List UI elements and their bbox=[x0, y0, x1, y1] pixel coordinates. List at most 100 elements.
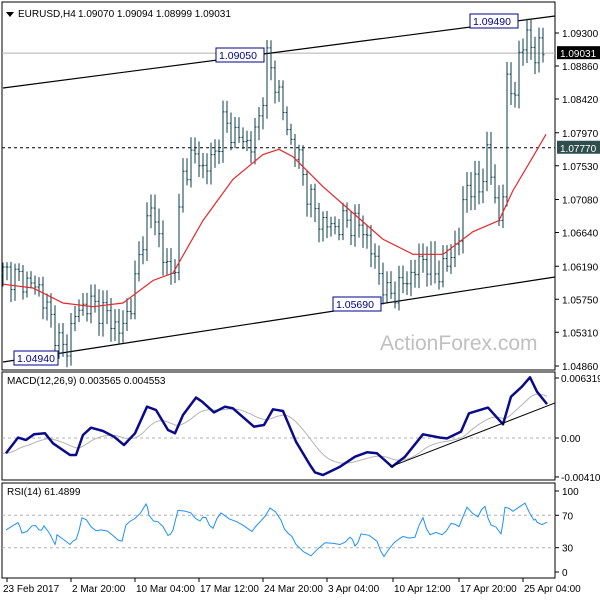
price-bar bbox=[449, 244, 453, 274]
price-bar bbox=[149, 194, 153, 229]
price-bar bbox=[473, 160, 477, 211]
watermark: ActionForex.com bbox=[380, 332, 538, 355]
rsi-series: 100 70 30 0 bbox=[2, 487, 579, 579]
price-bar bbox=[45, 293, 49, 321]
price-bar bbox=[225, 100, 229, 133]
price-bar bbox=[121, 310, 125, 343]
price-bar bbox=[133, 260, 137, 320]
price-bar bbox=[417, 243, 421, 289]
price-bar bbox=[305, 169, 309, 217]
price-bar bbox=[17, 263, 21, 282]
price-bar bbox=[425, 246, 429, 287]
price-label: 1.09050 bbox=[219, 50, 257, 62]
price-bar bbox=[125, 298, 129, 332]
rsi-line bbox=[5, 502, 548, 558]
price-bar bbox=[53, 305, 57, 359]
price-bar bbox=[337, 219, 341, 241]
price-tick-label: 1.07530 bbox=[562, 162, 599, 173]
price-bar bbox=[1, 262, 5, 287]
price-bar bbox=[521, 38, 525, 66]
time-tick-label: 2 Mar 20:00 bbox=[72, 584, 126, 595]
price-tick-label: 1.06190 bbox=[562, 262, 599, 273]
price-bar bbox=[141, 236, 145, 265]
price-bar bbox=[353, 204, 357, 247]
price-bar bbox=[533, 36, 537, 75]
macd-tick-label: -0.004102 bbox=[561, 473, 600, 484]
price-bar bbox=[41, 276, 45, 320]
price-tick-label: 1.07080 bbox=[562, 196, 599, 207]
level-price-badge bbox=[557, 140, 600, 154]
price-bar bbox=[381, 262, 385, 305]
price-bar bbox=[65, 334, 69, 368]
price-bar bbox=[89, 284, 93, 324]
price-bar bbox=[309, 184, 313, 218]
price-bar bbox=[253, 117, 257, 165]
ohlc-readout: 1.09070 1.09094 1.08999 1.09031 bbox=[78, 9, 231, 20]
price-bar bbox=[481, 168, 485, 204]
current-price-badge bbox=[557, 46, 600, 60]
price-bar bbox=[205, 153, 209, 185]
price-label-box bbox=[215, 47, 265, 63]
price-bar bbox=[21, 265, 25, 300]
time-tick-label: 24 Mar 20:00 bbox=[264, 584, 323, 595]
price-axis: 1.09300 1.08860 1.08420 1.07970 1.07530 1.070… bbox=[555, 29, 600, 373]
price-bar bbox=[513, 81, 517, 108]
time-tick-label: 17 Mar 12:00 bbox=[200, 584, 259, 595]
price-bar bbox=[5, 262, 9, 281]
price-bar bbox=[249, 131, 253, 164]
price-bar bbox=[229, 112, 233, 151]
price-bar bbox=[61, 322, 65, 357]
price-bar bbox=[233, 116, 237, 149]
price-bar bbox=[477, 160, 481, 205]
price-bar bbox=[321, 211, 325, 242]
price-bar bbox=[493, 164, 497, 204]
price-bar bbox=[77, 299, 81, 323]
price-bar bbox=[265, 39, 269, 119]
price-tick-label: 1.08420 bbox=[562, 95, 599, 106]
price-bar bbox=[461, 186, 465, 254]
price-bar bbox=[193, 137, 197, 164]
price-bar bbox=[117, 308, 121, 345]
price-bar bbox=[49, 293, 53, 328]
price-bar bbox=[329, 216, 333, 237]
price-bar bbox=[245, 130, 249, 152]
price-bar bbox=[509, 62, 513, 105]
price-bar bbox=[469, 172, 473, 211]
time-tick-label: 25 Apr 04:00 bbox=[524, 584, 581, 595]
price-bar bbox=[105, 290, 109, 325]
time-axis: 23 Feb 2017 2 Mar 20:00 10 Mar 04:00 17 Mar… bbox=[3, 578, 581, 595]
rsi-panel[interactable] bbox=[1, 482, 556, 579]
price-bar bbox=[213, 139, 217, 168]
price-bar bbox=[445, 245, 449, 272]
price-bar bbox=[129, 298, 133, 320]
price-bar bbox=[333, 216, 337, 235]
price-bar bbox=[185, 158, 189, 186]
price-bar bbox=[441, 245, 445, 288]
price-bar bbox=[437, 260, 441, 290]
price-bar bbox=[101, 290, 105, 337]
price-bar bbox=[93, 284, 97, 313]
price-bar bbox=[413, 259, 417, 288]
macd-panel[interactable] bbox=[1, 371, 556, 481]
rsi-tick-label: 0 bbox=[562, 568, 568, 579]
price-tick-label: 1.04860 bbox=[562, 362, 599, 373]
collapse-triangle-icon[interactable] bbox=[6, 12, 14, 17]
price-bar bbox=[57, 323, 61, 359]
macd-main-line bbox=[5, 376, 548, 477]
price-bar bbox=[241, 127, 245, 150]
time-tick-label: 23 Feb 2017 bbox=[3, 584, 60, 595]
price-bar bbox=[401, 265, 405, 294]
upper-channel-trendline bbox=[2, 15, 556, 89]
price-bar bbox=[221, 100, 225, 163]
price-bar bbox=[277, 80, 281, 102]
price-bar bbox=[73, 305, 77, 332]
price-panel[interactable] bbox=[1, 1, 556, 371]
price-bar bbox=[297, 144, 301, 169]
macd-tick-label: 0.00 bbox=[561, 434, 581, 445]
price-bar bbox=[541, 27, 545, 63]
price-bar bbox=[405, 271, 409, 296]
price-bar bbox=[157, 208, 161, 248]
price-series: 1.09490 1.09050 1.05690 1.04940 bbox=[1, 13, 556, 368]
price-tick-label: 1.05310 bbox=[562, 328, 599, 339]
